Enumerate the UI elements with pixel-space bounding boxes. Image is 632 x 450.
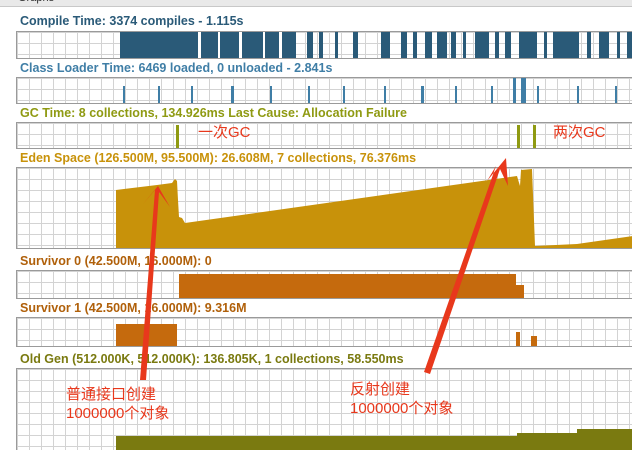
section-header: Graphs [0, 0, 632, 7]
old-gen-title: Old Gen (512.000K, 512.000K): 136.805K, … [20, 352, 404, 366]
eden-space-graph [16, 167, 632, 249]
gc-time-bars [176, 125, 536, 148]
survivor1-area [116, 324, 537, 346]
reflection-label: 反射创建 1000000个对象 [350, 380, 453, 418]
class-loader-graph [16, 77, 632, 104]
survivor1-title: Survivor 1 (42.500M, 16.000M): 9.316M [20, 301, 247, 315]
survivor0-title: Survivor 0 (42.500M, 16.000M): 0 [20, 254, 212, 268]
compile-time-title: Compile Time: 3374 compiles - 1.115s [20, 14, 244, 28]
eden-space-area [116, 169, 632, 248]
survivor0-panel: Survivor 0 (42.500M, 16.000M): 0 [0, 254, 632, 300]
compile-time-graph [16, 31, 632, 59]
class-loader-title: Class Loader Time: 6469 loaded, 0 unload… [20, 61, 333, 75]
gc-once-label: 一次GC [198, 124, 251, 141]
eden-space-title: Eden Space (126.500M, 95.500M): 26.608M,… [20, 151, 417, 165]
class-loader-panel: Class Loader Time: 6469 loaded, 0 unload… [0, 61, 632, 105]
section-title: Graphs [18, 0, 54, 4]
gc-time-panel: GC Time: 8 collections, 134.926ms Last C… [0, 106, 632, 150]
gc-twice-label: 两次GC [553, 124, 606, 141]
interface-label-line1: 普通接口创建 [66, 386, 157, 403]
compile-time-bars [120, 32, 632, 58]
old-gen-area [116, 429, 632, 450]
gc-time-title: GC Time: 8 collections, 134.926ms Last C… [20, 106, 407, 120]
compile-time-panel: Compile Time: 3374 compiles - 1.115s [0, 14, 632, 60]
survivor1-graph [16, 317, 632, 347]
interface-label: 普通接口创建 1000000个对象 [66, 385, 169, 423]
class-loader-bars [123, 78, 617, 103]
reflection-label-line1: 反射创建 [350, 381, 411, 398]
reflection-label-line2: 1000000个对象 [350, 400, 454, 417]
old-gen-graph [16, 368, 632, 450]
interface-label-line2: 1000000个对象 [66, 405, 170, 422]
survivor1-panel: Survivor 1 (42.500M, 16.000M): 9.316M [0, 301, 632, 348]
survivor0-area [179, 274, 524, 298]
eden-space-panel: Eden Space (126.500M, 95.500M): 26.608M,… [0, 151, 632, 251]
old-gen-panel: Old Gen (512.000K, 512.000K): 136.805K, … [0, 352, 632, 450]
survivor0-graph [16, 270, 632, 299]
gc-time-graph [16, 122, 632, 149]
